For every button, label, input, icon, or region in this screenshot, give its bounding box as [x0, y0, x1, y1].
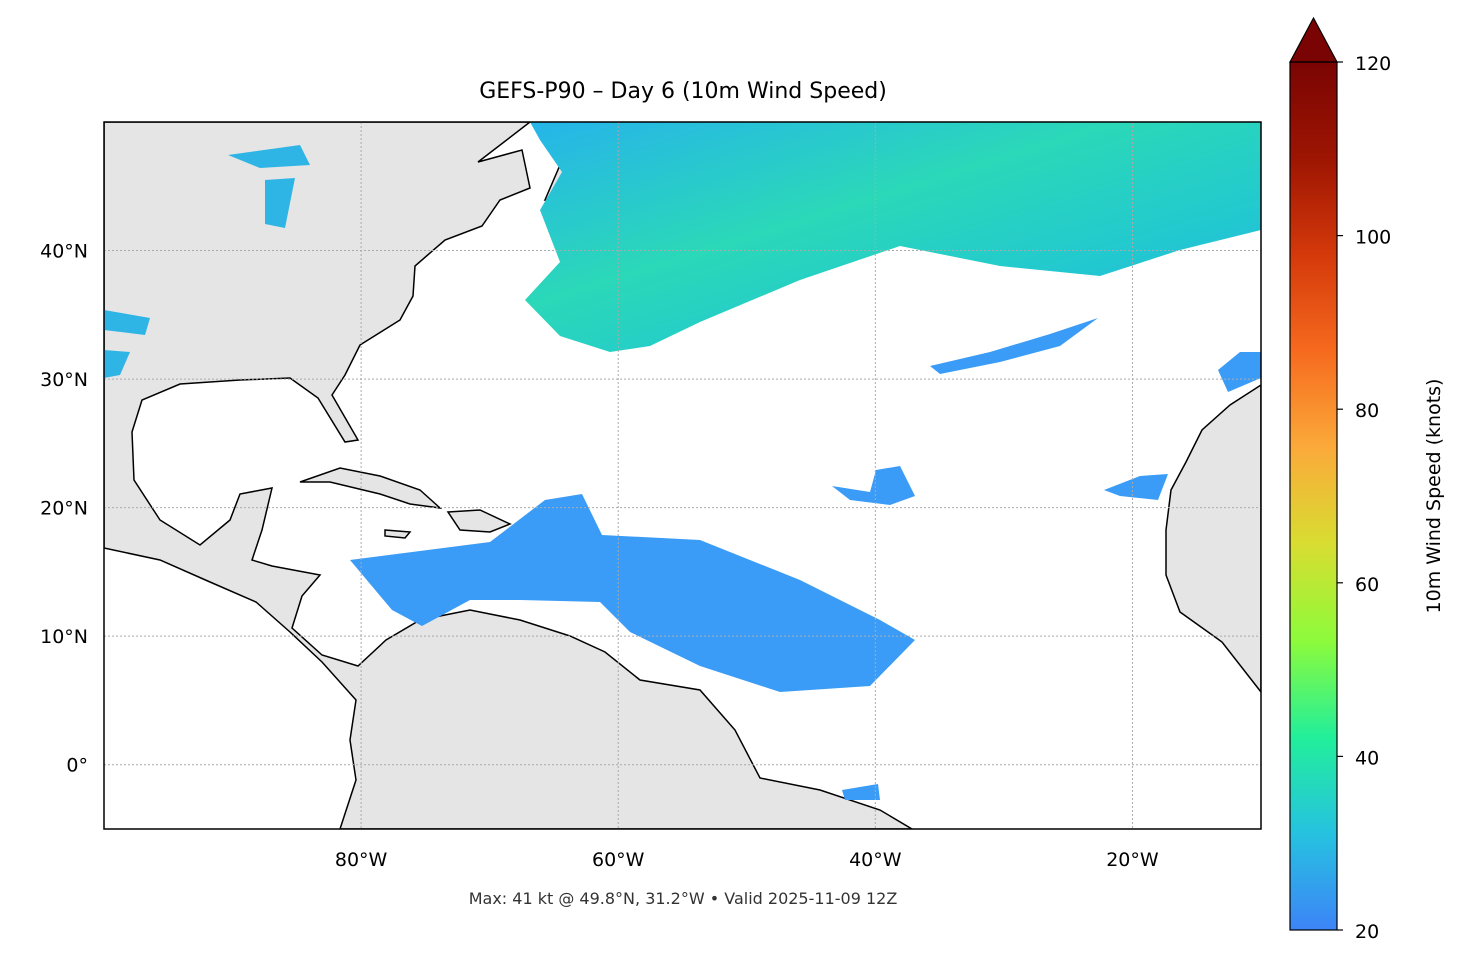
- colorbar-tick-label: 120: [1355, 53, 1391, 75]
- colorbar-tick-label: 40: [1355, 747, 1379, 769]
- y-tick-label: 20°N: [40, 498, 88, 520]
- colorbar-label: 10m Wind Speed (knots): [1423, 379, 1445, 614]
- wind-field: [350, 494, 915, 692]
- colorbar-fill: [1290, 62, 1337, 930]
- map: [104, 122, 1261, 829]
- x-tick-label: 60°W: [592, 849, 645, 871]
- colorbar-tick-label: 20: [1355, 921, 1379, 943]
- colorbar-tick-label: 80: [1355, 400, 1379, 422]
- y-tick-label: 30°N: [40, 369, 88, 391]
- colorbar: 20 40 60 80 100 120 10m Wind Speed (knots): [1288, 16, 1445, 943]
- colorbar-tick-label: 60: [1355, 574, 1379, 596]
- x-tick-label: 20°W: [1106, 849, 1159, 871]
- colorbar-extend: [1288, 16, 1339, 63]
- chart-title: GEFS-P90 – Day 6 (10m Wind Speed): [479, 79, 887, 104]
- colorbar-tick-label: 100: [1355, 227, 1391, 249]
- x-tick-label: 80°W: [335, 849, 388, 871]
- y-tick-label: 0°: [66, 755, 88, 777]
- gridlines: [104, 122, 1261, 829]
- map-frame: [103, 121, 1262, 830]
- colorbar-frame: [1289, 61, 1338, 931]
- land: [104, 122, 914, 829]
- land: [1165, 384, 1261, 694]
- y-tick-label: 10°N: [40, 626, 88, 648]
- island: [446, 509, 512, 533]
- x-tick-label: 40°W: [849, 849, 902, 871]
- wind-field: [104, 145, 310, 378]
- y-tick-label: 40°N: [40, 241, 88, 263]
- wind-field: [525, 122, 1261, 352]
- footnote: Max: 41 kt @ 49.8°N, 31.2°W • Valid 2025…: [469, 889, 898, 908]
